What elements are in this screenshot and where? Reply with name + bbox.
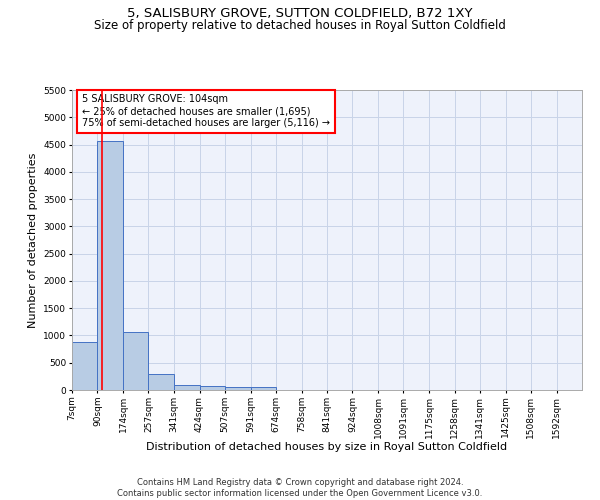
Bar: [199, 386, 225, 390]
Bar: [174, 385, 199, 390]
Text: 5 SALISBURY GROVE: 104sqm
← 25% of detached houses are smaller (1,695)
75% of se: 5 SALISBURY GROVE: 104sqm ← 25% of detac…: [82, 94, 330, 128]
Bar: [123, 332, 148, 390]
Bar: [251, 387, 276, 390]
Text: Contains HM Land Registry data © Crown copyright and database right 2024.
Contai: Contains HM Land Registry data © Crown c…: [118, 478, 482, 498]
Text: Size of property relative to detached houses in Royal Sutton Coldfield: Size of property relative to detached ho…: [94, 18, 506, 32]
Bar: [225, 386, 251, 390]
Bar: [148, 374, 174, 390]
Bar: [72, 342, 97, 390]
Text: Distribution of detached houses by size in Royal Sutton Coldfield: Distribution of detached houses by size …: [146, 442, 508, 452]
Y-axis label: Number of detached properties: Number of detached properties: [28, 152, 38, 328]
Text: 5, SALISBURY GROVE, SUTTON COLDFIELD, B72 1XY: 5, SALISBURY GROVE, SUTTON COLDFIELD, B7…: [127, 8, 473, 20]
Bar: [97, 142, 123, 390]
